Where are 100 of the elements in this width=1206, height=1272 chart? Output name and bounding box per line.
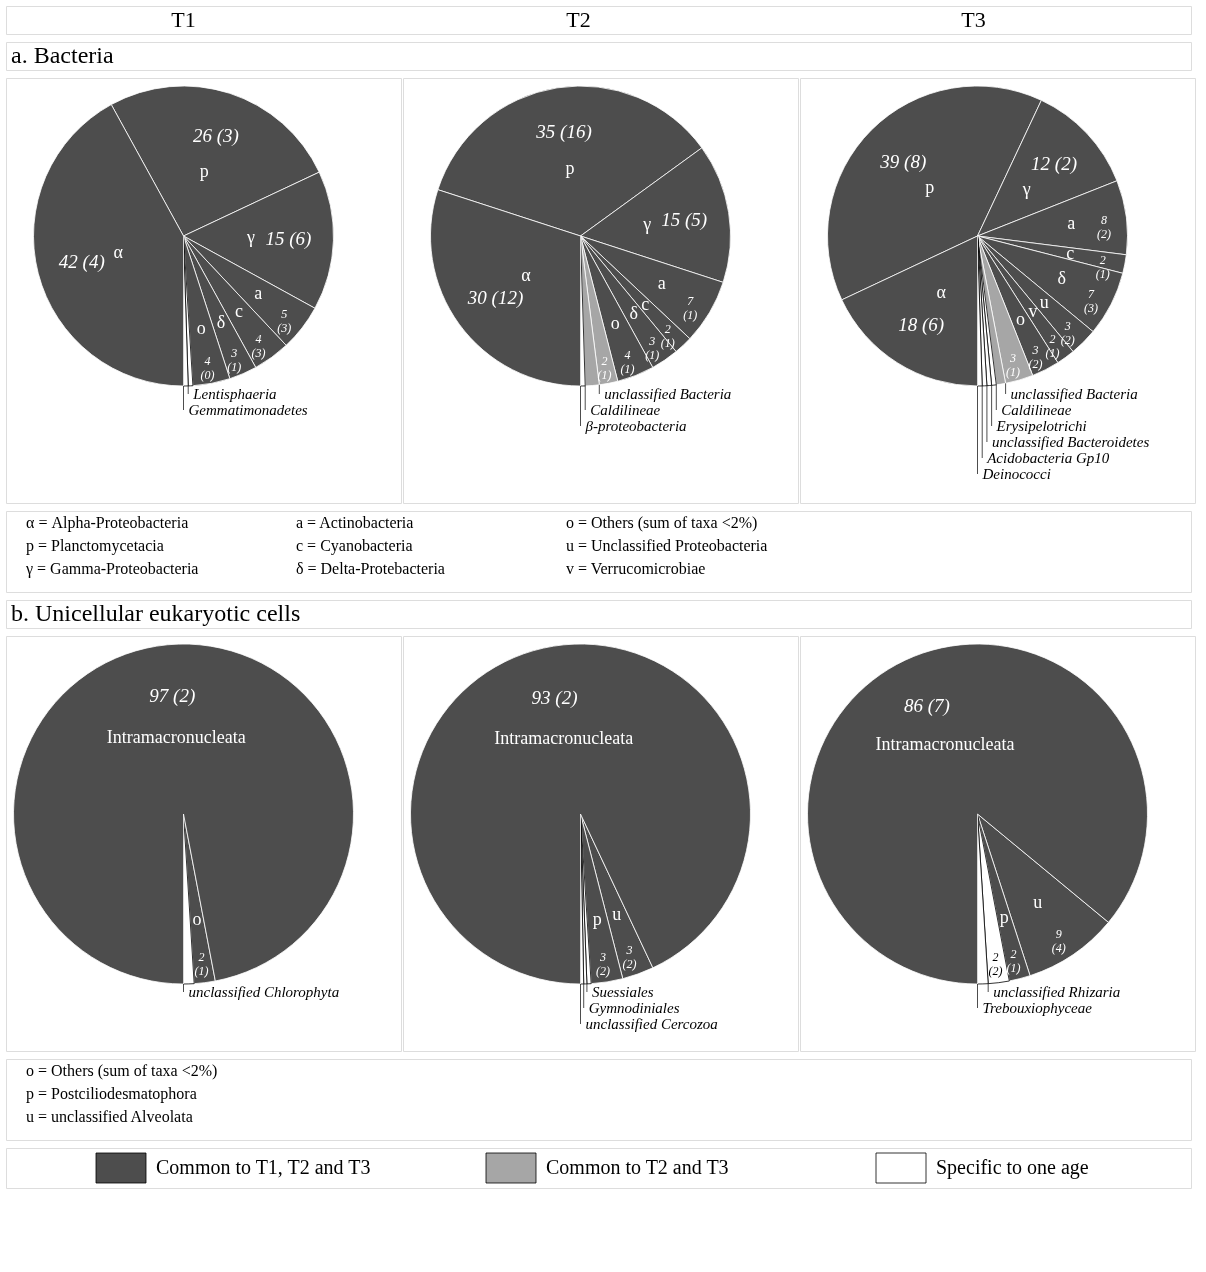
data-label: 5 (3): [277, 307, 292, 336]
data-label: 8 (2): [1096, 213, 1111, 242]
pie-slice: [13, 643, 354, 985]
slice-label: unclassified Bacteria: [604, 386, 732, 402]
slice-label: p: [565, 158, 575, 179]
slice-label: Trebouxiophyceae: [982, 1000, 1093, 1016]
slice-label: α: [521, 264, 532, 285]
slice-label: unclassified Chlorophyta: [188, 984, 340, 1000]
data-label: 93 (2): [531, 686, 578, 709]
slice-label: Gymnodiniales: [588, 1000, 680, 1016]
chart-subtitle: b. Unicellular eukaryotic cells: [11, 600, 301, 626]
chart-subtitle: a. Bacteria: [11, 42, 114, 68]
pie-slice: [807, 643, 1148, 985]
text: γ = Gamma-Proteobacteria: [25, 560, 199, 578]
slice-label: o: [192, 909, 202, 930]
slice-label: γ: [642, 214, 652, 235]
data-label: 39 (8): [879, 150, 927, 173]
slice-label: unclassified Bacteria: [1010, 386, 1138, 402]
slice-label: α: [113, 241, 124, 262]
data-label: 2 (1): [1006, 946, 1021, 975]
data-label: 12 (2): [1031, 153, 1077, 176]
text: u = Unclassified Proteobacteria: [566, 537, 768, 554]
pie-slice: [410, 643, 751, 985]
slice-label: Suessiales: [591, 984, 654, 1000]
slice-label: γ: [1021, 178, 1031, 199]
slice-label: Gemmatimonadetes: [188, 402, 308, 418]
chart-title: T3: [961, 7, 986, 32]
data-label: 4 (1): [620, 347, 635, 376]
data-label: 86 (7): [903, 695, 950, 718]
slice-label: Deinococci: [981, 466, 1051, 482]
data-label: 7 (3): [1084, 286, 1099, 315]
slice-label: unclassified Cercozoa: [585, 1016, 718, 1032]
data-label: 3 (2): [1028, 342, 1043, 371]
data-label: 15 (6): [265, 228, 312, 251]
category-label: Common to T1, T2 and T3: [156, 1156, 371, 1178]
slice-label: v: [1028, 301, 1038, 322]
category-label: Specific to one age: [936, 1156, 1089, 1179]
slice-label: δ: [629, 303, 638, 324]
data-label: 30 (12): [466, 286, 524, 309]
data-label: 2 (1): [1095, 252, 1110, 281]
data-label: 26 (3): [192, 125, 239, 148]
slice-label: p: [999, 906, 1009, 927]
slice-label: c: [1066, 242, 1075, 263]
slice-label: a: [254, 282, 263, 303]
slice-label: Erysipelotrichi: [995, 418, 1087, 434]
data-label: 42 (4): [58, 251, 105, 274]
slice-label: u: [1039, 291, 1049, 312]
data-label: 4 (0): [200, 354, 215, 383]
slice-label: p: [592, 908, 602, 929]
data-label: 18 (6): [898, 313, 945, 336]
slice-label: Intramacronucleata: [494, 728, 634, 749]
chart-title: T2: [566, 7, 591, 32]
data-label: 97 (2): [149, 684, 196, 707]
slice-label: unclassified Rhizaria: [993, 984, 1121, 1000]
data-label: 2 (1): [194, 950, 209, 979]
text: v = Verrucomicrobiae: [566, 560, 706, 577]
text: a = Actinobacteria: [296, 514, 414, 531]
text: o = Others (sum of taxa <2%): [26, 1062, 218, 1080]
slice-label: o: [1015, 309, 1025, 330]
text: p = Postciliodesmatophora: [26, 1085, 197, 1103]
slice-label: c: [641, 293, 650, 314]
slice-label: o: [610, 312, 620, 333]
slice-label: a: [1067, 213, 1076, 234]
slice-label: Lentisphaeria: [192, 386, 277, 402]
text: α = Alpha-Proteobacteria: [26, 514, 189, 532]
data-label: 3 (1): [1006, 351, 1021, 380]
data-label: 2 (2): [988, 950, 1003, 979]
slice-label: δ: [1057, 267, 1066, 288]
slice-label: c: [235, 301, 244, 322]
data-label: 7 (1): [683, 293, 698, 322]
slice-label: o: [196, 317, 206, 338]
slice-label: u: [612, 903, 622, 924]
slice-label: γ: [245, 227, 255, 248]
slice-label: p: [925, 177, 935, 198]
slice-label: u: [1033, 891, 1043, 912]
slice-label: Intramacronucleata: [106, 726, 246, 747]
text: u = unclassified Alveolata: [26, 1108, 193, 1125]
data-label: 2 (1): [597, 354, 612, 383]
slice-label: α: [936, 281, 947, 302]
data-label: 3 (2): [622, 942, 637, 971]
data-label: 9 (4): [1051, 926, 1066, 955]
slice-label: Caldilineae: [1001, 402, 1072, 418]
slice-label: Acidobacteria Gp10: [986, 450, 1110, 466]
slice-label: unclassified Bacteroidetes: [991, 434, 1150, 450]
slice-label: p: [199, 160, 209, 181]
data-label: 15 (5): [661, 208, 708, 231]
slice-label: Caldilineae: [590, 402, 661, 418]
text: c = Cyanobacteria: [296, 537, 413, 555]
text: o = Others (sum of taxa <2%): [566, 514, 758, 532]
category-label: Common to T2 and T3: [546, 1156, 729, 1178]
slice-label: Intramacronucleata: [875, 733, 1015, 754]
slice-label: a: [657, 273, 666, 294]
data-label: 3 (2): [596, 949, 611, 978]
slice-label: δ: [216, 311, 226, 332]
data-label: 3 (1): [227, 346, 242, 375]
chart-title: T1: [171, 7, 196, 32]
data-label: 35 (16): [535, 121, 592, 144]
text: δ = Delta-Protebacteria: [296, 560, 445, 577]
data-label: 4 (3): [251, 332, 266, 361]
text: p = Planctomycetacia: [26, 537, 164, 555]
